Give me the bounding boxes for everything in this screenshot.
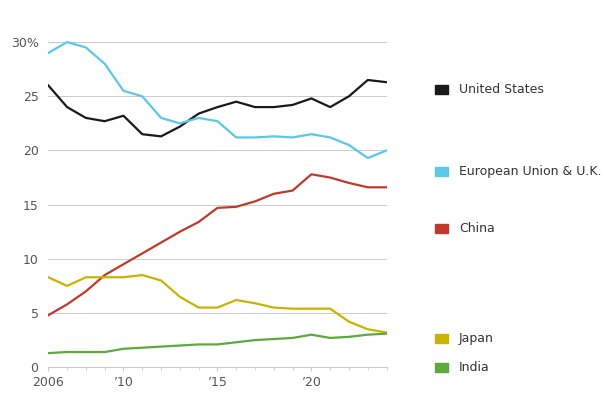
- Text: United States: United States: [459, 83, 544, 96]
- Text: Japan: Japan: [459, 332, 494, 345]
- Text: India: India: [459, 361, 490, 374]
- Text: China: China: [459, 222, 495, 235]
- Text: European Union & U.K.: European Union & U.K.: [459, 165, 602, 178]
